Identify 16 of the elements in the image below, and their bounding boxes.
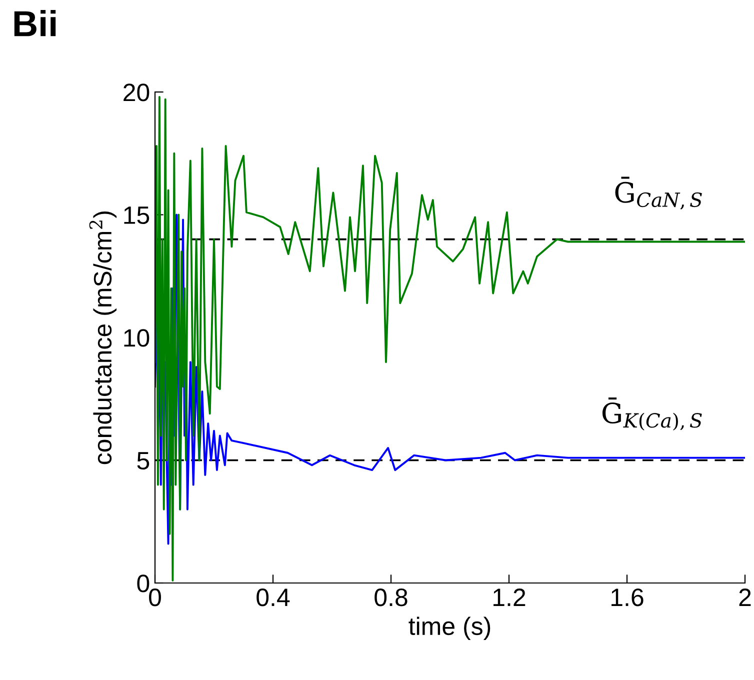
ref-line-label: Ḡ$_{CaN,S}$ bbox=[615, 176, 702, 210]
ref-line-label: Ḡ$_{K(Ca),S}$ bbox=[602, 397, 702, 431]
y-tick-label: 15 bbox=[124, 206, 150, 224]
chart-title: Bii bbox=[14, 10, 56, 36]
y-tick-label: 5 bbox=[137, 452, 150, 470]
x-tick-label: 0.8 bbox=[374, 588, 408, 606]
y-tick-label: 20 bbox=[124, 84, 150, 102]
y-axis-title: conductance (mS/cm$^{2}$) bbox=[89, 212, 117, 464]
y-tick-label: 0 bbox=[137, 574, 150, 592]
x-tick-label: 1.2 bbox=[494, 588, 526, 606]
x-tick-label: 1.6 bbox=[612, 588, 644, 606]
x-tick-label: 0.4 bbox=[256, 588, 290, 606]
x-tick-label: 0 bbox=[149, 588, 161, 606]
x-tick-label: 2 bbox=[739, 588, 751, 606]
x-axis-title: time (s) bbox=[408, 616, 490, 640]
y-tick-label: 10 bbox=[124, 329, 150, 347]
